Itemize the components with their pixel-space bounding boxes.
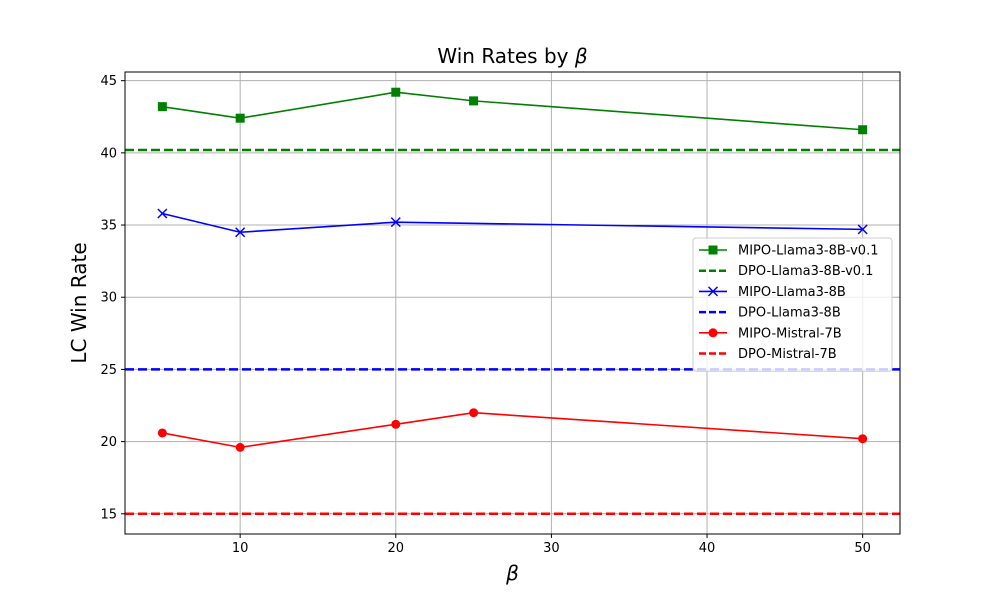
y-tick-label: 45 bbox=[100, 74, 117, 89]
data-point bbox=[390, 217, 401, 228]
legend-entry: MIPO-Llama3-8B-v0.1 bbox=[699, 244, 879, 259]
series-line bbox=[162, 212, 863, 234]
data-point bbox=[157, 428, 167, 438]
data-point bbox=[157, 208, 168, 219]
legend-entry: DPO-Llama3-8B-v0.1 bbox=[699, 264, 873, 279]
legend-label: MIPO-Llama3-8B bbox=[738, 285, 846, 300]
data-point bbox=[857, 224, 868, 235]
legend: MIPO-Llama3-8B-v0.1 DPO-Llama3-8B-v0.1 MIP… bbox=[692, 237, 893, 372]
series-mipo-llama3-8b bbox=[157, 208, 868, 238]
legend-marker bbox=[708, 245, 718, 255]
legend-entry: DPO-Mistral-7B bbox=[699, 347, 837, 362]
y-tick-label: 15 bbox=[100, 507, 117, 522]
series-mipo-mistral-7b bbox=[157, 408, 868, 452]
y-tick-label: 25 bbox=[100, 363, 117, 378]
legend-box bbox=[692, 237, 893, 372]
legend-entry: MIPO-Mistral-7B bbox=[699, 326, 842, 341]
chart-title-text: Win Rates by bbox=[437, 44, 568, 68]
y-tick-label: 35 bbox=[100, 219, 117, 234]
chart-title: Win Rates by β bbox=[437, 44, 587, 68]
chart-title-symbol: β bbox=[574, 44, 588, 68]
legend-label: DPO-Mistral-7B bbox=[738, 347, 837, 362]
x-tick-label: 30 bbox=[543, 541, 560, 556]
series-line bbox=[162, 411, 863, 449]
x-tick-label: 40 bbox=[699, 541, 716, 556]
legend-label: DPO-Llama3-8B-v0.1 bbox=[738, 264, 873, 279]
y-tick-label: 20 bbox=[100, 435, 117, 450]
x-axis-title: β bbox=[505, 561, 519, 585]
x-tick-label: 50 bbox=[854, 541, 871, 556]
axis-ticks: 10 20 30 40 50 15 20 25 30 35 40 45 bbox=[100, 74, 870, 556]
data-point bbox=[858, 434, 868, 444]
plot-frame bbox=[124, 71, 901, 535]
data-point bbox=[391, 419, 401, 429]
data-point bbox=[235, 442, 245, 452]
y-axis-title: LC Win Rate bbox=[67, 242, 91, 363]
legend-label: MIPO-Mistral-7B bbox=[738, 326, 842, 341]
legend-entry: MIPO-Llama3-8B bbox=[699, 285, 846, 300]
data-point bbox=[469, 408, 479, 418]
data-point bbox=[235, 113, 245, 123]
series-line bbox=[162, 91, 863, 131]
x-tick-label: 10 bbox=[232, 541, 249, 556]
y-tick-label: 40 bbox=[100, 146, 117, 161]
legend-label: MIPO-Llama3-8B-v0.1 bbox=[738, 244, 879, 259]
data-point bbox=[157, 102, 167, 112]
data-point bbox=[469, 96, 479, 106]
legend-marker bbox=[708, 328, 718, 338]
data-point bbox=[235, 227, 246, 238]
data-point bbox=[391, 87, 401, 97]
data-point bbox=[858, 125, 868, 135]
legend-marker bbox=[707, 286, 719, 297]
y-tick-label: 30 bbox=[100, 291, 117, 306]
series-mipo-llama3-8b-v0.1 bbox=[157, 87, 868, 135]
legend-entry: DPO-Llama3-8B bbox=[699, 306, 841, 321]
x-tick-label: 20 bbox=[388, 541, 405, 556]
legend-label: DPO-Llama3-8B bbox=[738, 306, 841, 321]
